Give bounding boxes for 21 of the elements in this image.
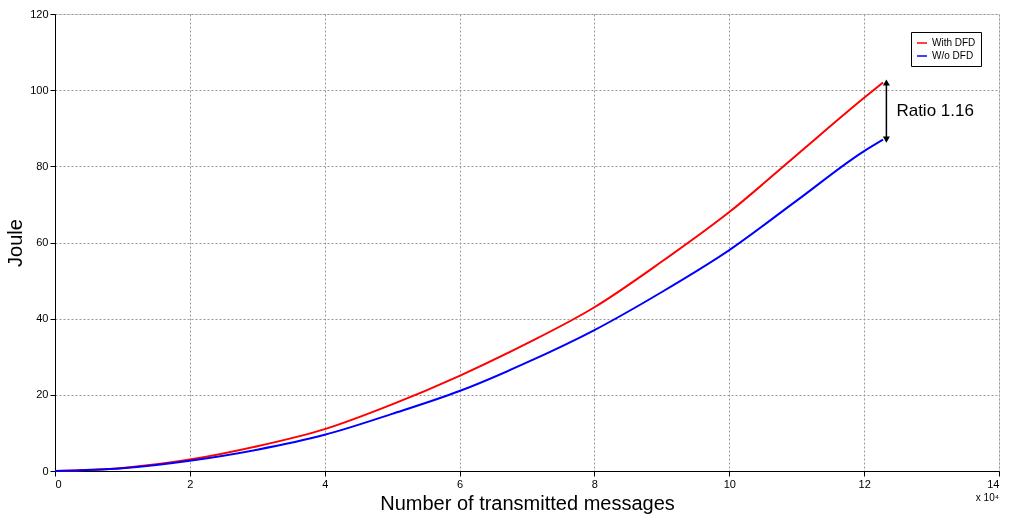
x-tick-label: 12	[858, 477, 871, 490]
text: x 10⁴	[975, 492, 999, 503]
y-tick-label: 40	[36, 312, 49, 325]
x-tick-label: 14	[987, 477, 1000, 490]
y-tick-label: 80	[36, 159, 49, 172]
x-tick-label: 8	[591, 477, 598, 490]
y-tick-label: 120	[30, 7, 49, 20]
x-tick-label: 2	[187, 477, 194, 490]
legend-label: With DFD	[932, 37, 976, 48]
legend-label: W/o DFD	[932, 50, 974, 61]
y-axis-title: Joule	[4, 219, 27, 267]
x-tick-label: 4	[322, 477, 329, 490]
x-tick-label: 10	[723, 477, 736, 490]
y-tick-label: 60	[36, 236, 49, 248]
y-tick-label: 0	[42, 464, 49, 477]
annotation: Ratio 1.16	[896, 101, 974, 121]
y-tick-label: 100	[30, 83, 49, 96]
y-tick-label: 20	[36, 388, 49, 401]
x-tick-label: 0	[55, 477, 62, 490]
x-tick-label: 6	[457, 477, 464, 490]
x-axis-title: Number of transmitted messages	[380, 491, 675, 514]
